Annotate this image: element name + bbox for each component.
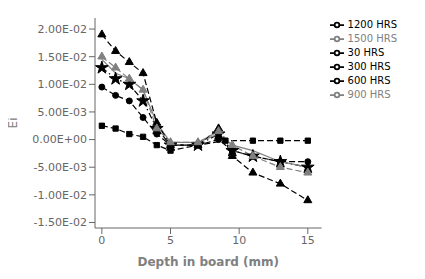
svg-text:-1.50E-02: -1.50E-02 <box>34 216 87 229</box>
html-text:30 HRS: 30 HRS <box>347 47 385 58</box>
svg-text:0.00E+00: 0.00E+00 <box>32 133 87 146</box>
svg-text:-1.00E-02: -1.00E-02 <box>34 189 87 202</box>
svg-text:15: 15 <box>301 234 315 247</box>
svg-text:1.50E-02: 1.50E-02 <box>38 51 87 64</box>
html-text:600 HRS: 600 HRS <box>347 75 391 86</box>
svg-text:1.00E-02: 1.00E-02 <box>38 78 87 91</box>
svg-text:5.00E-03: 5.00E-03 <box>38 106 87 119</box>
svg-text:10: 10 <box>232 234 246 247</box>
svg-text:Depth in board (mm): Depth in board (mm) <box>137 255 279 269</box>
svg-text:5: 5 <box>167 234 174 247</box>
html-text:300 HRS: 300 HRS <box>347 61 391 72</box>
svg-text:-5.00E-03: -5.00E-03 <box>34 161 87 174</box>
html-text:900 HRS: 900 HRS <box>347 89 391 100</box>
html-text:1200 HRS: 1200 HRS <box>347 19 397 30</box>
svg-text:Ei: Ei <box>8 118 20 129</box>
svg-text:0: 0 <box>98 234 105 247</box>
html-text:1500 HRS: 1500 HRS <box>347 33 397 44</box>
svg-text:2.00E-02: 2.00E-02 <box>38 23 87 36</box>
